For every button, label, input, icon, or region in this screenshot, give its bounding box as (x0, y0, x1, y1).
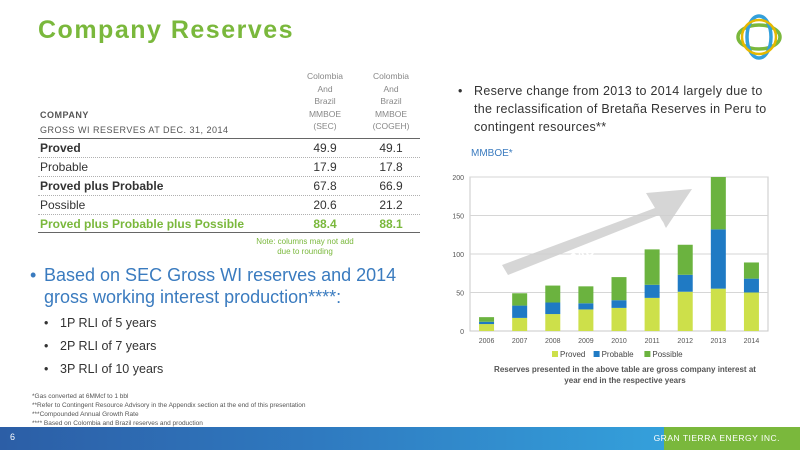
rli-sub-bullets: • 1P RLI of 5 years • 2P RLI of 7 years • 3… (44, 316, 163, 385)
x-tick-label: 2013 (711, 338, 727, 345)
table-row: Possible 20.6 21.2 (38, 195, 420, 214)
bar-proved-2011 (644, 297, 660, 331)
y-tick-label: 200 (452, 175, 464, 182)
legend-swatch-proved (552, 351, 558, 357)
list-item: • 3P RLI of 10 years (44, 362, 164, 376)
bar-proved-2010 (611, 307, 627, 331)
row-name: Proved plus Probable (40, 179, 164, 193)
table-row: Probable 17.9 17.8 (38, 157, 420, 176)
page-number: 6 (10, 432, 16, 442)
bar-proved-2009 (578, 309, 594, 331)
x-tick-label: 2012 (677, 338, 693, 345)
reserve-change-text: Reserve change from 2013 to 2014 largely… (474, 84, 767, 134)
table-row: Proved 49.9 49.1 (38, 138, 420, 157)
x-tick-label: 2011 (645, 338, 660, 345)
col-header-cogeh: Colombia And Brazil MMBOE (COGEH) (372, 71, 410, 131)
bar-possible-2013 (710, 177, 726, 230)
growth-arrow (502, 189, 692, 275)
bar-probable-2007 (512, 305, 528, 318)
rli-bullet-text: Based on SEC Gross WI reserves and 2014 … (44, 265, 397, 307)
row-value-sec: 49.9 (313, 141, 337, 155)
legend-label-probable: Probable (602, 350, 635, 359)
row-value-cogeh: 66.9 (379, 179, 403, 193)
bar-proved-2013 (710, 288, 726, 331)
bar-probable-2009 (578, 303, 594, 310)
footer-bar: 6 GRAN TIERRA ENERGY INC. (0, 427, 800, 450)
col-header-sec: Colombia And Brazil MMBOE (SEC) (307, 71, 343, 131)
bar-proved-2006 (479, 324, 495, 331)
company-logo (736, 14, 782, 60)
row-name: Possible (40, 198, 86, 212)
footnote: **Refer to Contingent Resource Advisory … (32, 402, 306, 409)
reserves-table: Colombia And Brazil MMBOE (SEC) Colombia… (38, 70, 420, 233)
legend-label-proved: Proved (560, 350, 585, 359)
table-row: Proved plus Probable 67.8 66.9 (38, 176, 420, 195)
x-tick-label: 2014 (744, 338, 760, 345)
x-tick-label: 2009 (578, 338, 594, 345)
row-value-sec: 88.4 (313, 217, 337, 231)
bullet-dot: • (30, 265, 37, 285)
bar-probable-2012 (677, 274, 693, 292)
table-note: Note: columns may not add due to roundin… (256, 237, 354, 256)
row-value-cogeh: 88.1 (379, 217, 403, 231)
bar-proved-2007 (512, 317, 528, 331)
y-tick-label: 50 (456, 291, 464, 298)
footnotes: *Gas converted at 6MMcf to 1 bbl **Refer… (32, 392, 306, 428)
row-value-cogeh: 17.8 (379, 160, 403, 174)
chart-caption: Reserves presented in the above table ar… (494, 365, 756, 385)
x-tick-label: 2008 (545, 338, 561, 345)
y-tick-label: 150 (452, 214, 464, 221)
footnote: *Gas converted at 6MMcf to 1 bbl (32, 393, 129, 400)
x-tick-label: 2010 (611, 338, 627, 345)
bar-possible-2010 (611, 277, 627, 301)
footnote: **** Based on Colombia and Brazil reserv… (32, 420, 203, 427)
row-value-sec: 20.6 (313, 198, 337, 212)
bar-proved-2014 (743, 292, 759, 331)
legend-label-possible: Possible (652, 350, 683, 359)
row-name: Probable (40, 160, 89, 174)
bar-possible-2011 (644, 249, 660, 285)
row-value-cogeh: 49.1 (379, 141, 403, 155)
bar-probable-2008 (545, 302, 561, 315)
bar-proved-2008 (545, 314, 561, 331)
legend-swatch-probable (593, 351, 600, 357)
row-value-cogeh: 21.2 (379, 198, 403, 212)
bar-probable-2010 (611, 300, 627, 308)
bar-probable-2014 (743, 278, 759, 293)
row-name: Proved (40, 141, 81, 155)
bar-possible-2009 (578, 286, 594, 304)
bar-probable-2006 (479, 321, 495, 325)
bar-probable-2011 (644, 284, 660, 298)
list-item: • 1P RLI of 5 years (44, 316, 157, 330)
table-label-company: COMPANY (40, 110, 89, 120)
row-value-sec: 17.9 (313, 160, 337, 174)
rli-bullet: • Based on SEC Gross WI reserves and 201… (30, 264, 440, 308)
table-header: Colombia And Brazil MMBOE (SEC) Colombia… (38, 70, 420, 138)
bar-possible-2012 (677, 244, 693, 275)
row-name: Proved plus Probable plus Possible (40, 217, 245, 231)
legend-swatch-possible (644, 351, 651, 357)
y-tick-label: 100 (452, 252, 464, 259)
bar-probable-2013 (710, 229, 726, 289)
y-tick-label: 0 (460, 329, 464, 336)
reserve-change-bullet: • Reserve change from 2013 to 2014 large… (458, 82, 778, 136)
bar-possible-2014 (743, 262, 759, 279)
bullet-dot: • (458, 84, 463, 98)
bar-possible-2008 (545, 285, 561, 303)
bar-possible-2006 (479, 317, 495, 322)
table-label-reserves: GROSS WI RESERVES AT DEC. 31, 2014 (40, 125, 229, 135)
x-tick-label: 2007 (512, 338, 528, 345)
bar-possible-2007 (512, 293, 528, 306)
row-value-sec: 67.8 (313, 179, 337, 193)
page-title: Company Reserves (38, 16, 295, 44)
table-row: Proved plus Probable plus Possible 88.4 … (38, 214, 420, 233)
footer-company-name: GRAN TIERRA ENERGY INC. (653, 433, 780, 443)
list-item: • 2P RLI of 7 years (44, 339, 157, 353)
bar-proved-2012 (677, 291, 693, 331)
footnote: ***Compounded Annual Growth Rate (32, 411, 139, 418)
x-tick-label: 2006 (479, 338, 495, 345)
chart-unit-label: MMBOE* (471, 148, 513, 159)
